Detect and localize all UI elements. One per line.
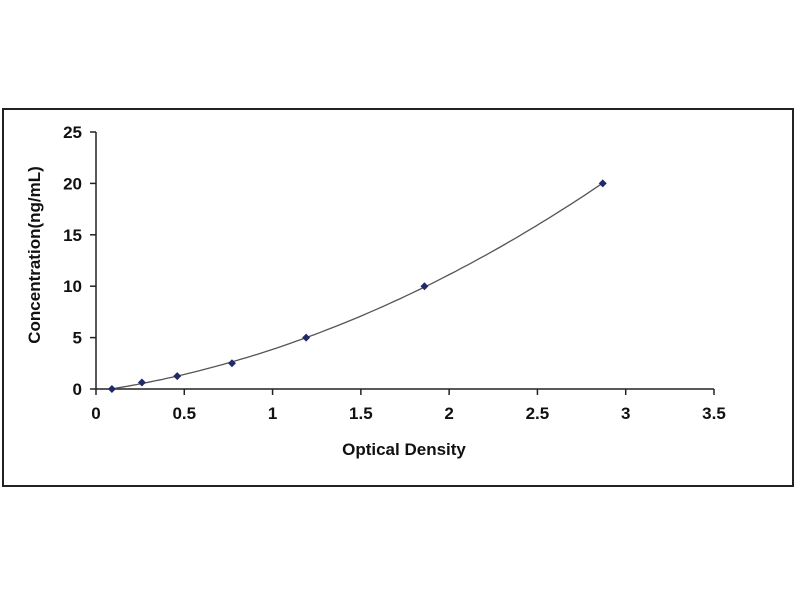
x-tick-label: 0.5: [172, 404, 196, 423]
x-tick-label: 1: [268, 404, 277, 423]
y-tick-label: 5: [73, 329, 82, 348]
data-point: [173, 372, 182, 381]
data-point: [227, 359, 236, 368]
data-point: [137, 378, 146, 387]
x-tick-label: 1.5: [349, 404, 373, 423]
data-point: [420, 282, 429, 291]
y-tick-label: 10: [63, 277, 82, 296]
y-tick-label: 15: [63, 226, 82, 245]
x-tick-label: 3.5: [702, 404, 726, 423]
data-point: [302, 333, 311, 342]
fit-curve: [111, 182, 604, 390]
y-axis-title: Concentration(ng/mL): [25, 166, 44, 344]
x-tick-label: 2.5: [526, 404, 550, 423]
y-tick-label: 0: [73, 380, 82, 399]
x-ticks: 0 0.5 1 1.5 2 2.5 3 3.5: [91, 389, 726, 423]
data-point: [107, 385, 116, 393]
data-points: [107, 179, 607, 393]
axes: [95, 132, 714, 390]
y-tick-label: 20: [63, 174, 82, 193]
y-tick-label: 25: [63, 123, 82, 142]
x-tick-label: 0: [91, 404, 100, 423]
data-point: [598, 179, 607, 188]
x-axis-title: Optical Density: [342, 440, 466, 459]
x-tick-label: 3: [621, 404, 630, 423]
chart-frame: [2, 108, 794, 487]
y-ticks: 0 5 10 15 20 25: [63, 123, 96, 399]
x-tick-label: 2: [444, 404, 453, 423]
